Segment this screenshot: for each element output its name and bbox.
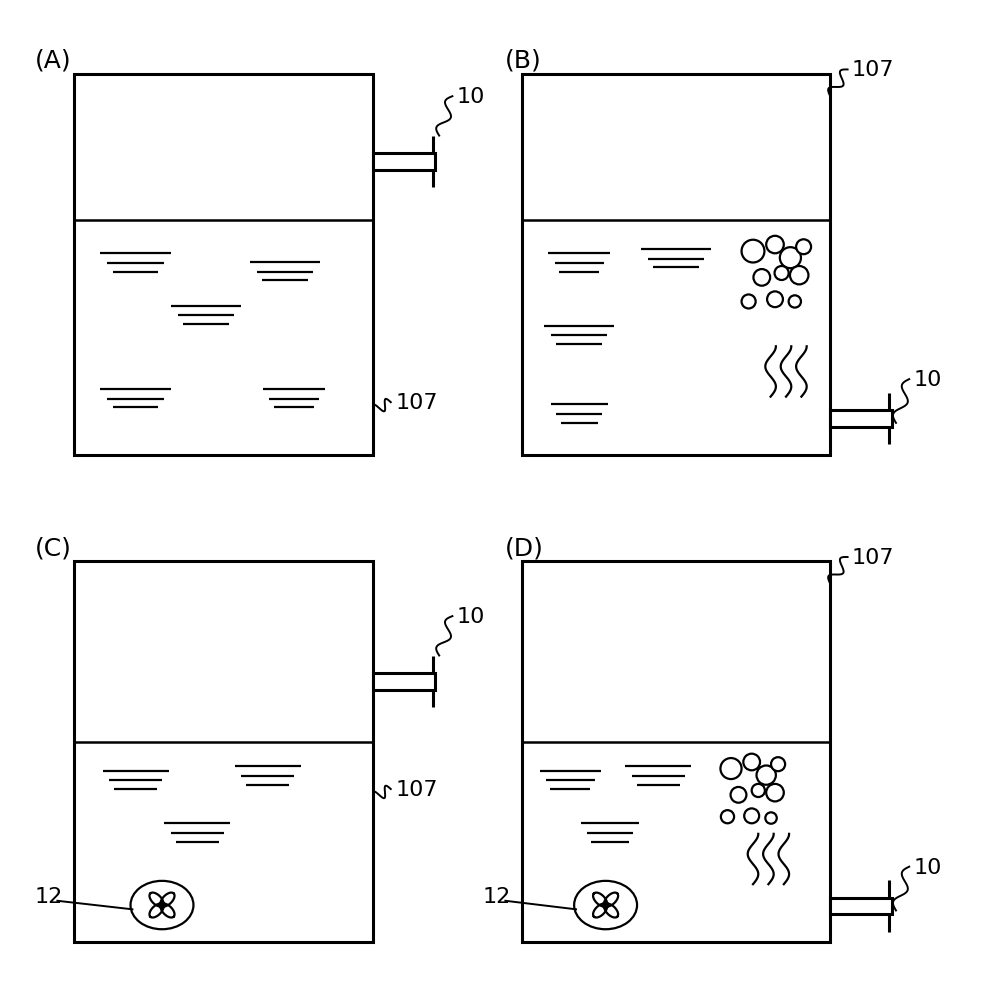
Circle shape	[742, 241, 764, 263]
Bar	[74, 75, 373, 455]
Circle shape	[603, 903, 608, 908]
Circle shape	[752, 784, 765, 797]
Circle shape	[775, 266, 789, 280]
Text: 10: 10	[457, 606, 485, 626]
Text: 107: 107	[852, 61, 895, 81]
Text: (B): (B)	[504, 49, 541, 73]
Circle shape	[796, 240, 811, 254]
Text: (D): (D)	[504, 536, 543, 560]
Text: 107: 107	[395, 779, 438, 799]
Ellipse shape	[131, 881, 193, 929]
Circle shape	[753, 269, 770, 286]
Text: 10: 10	[914, 370, 942, 390]
Bar	[522, 562, 830, 942]
Circle shape	[731, 787, 746, 803]
Circle shape	[721, 810, 734, 823]
Bar	[373, 673, 435, 690]
Text: 12: 12	[482, 887, 511, 907]
Bar	[830, 411, 892, 427]
Bar	[373, 154, 435, 171]
Text: 12: 12	[34, 887, 63, 907]
Circle shape	[742, 295, 756, 309]
Circle shape	[789, 296, 801, 308]
Circle shape	[767, 292, 783, 308]
Circle shape	[757, 765, 776, 785]
Circle shape	[743, 753, 760, 770]
Circle shape	[765, 812, 777, 824]
Ellipse shape	[574, 881, 637, 929]
Circle shape	[780, 248, 801, 269]
Circle shape	[790, 266, 808, 285]
Text: 107: 107	[395, 393, 438, 413]
Text: 107: 107	[852, 548, 895, 568]
Circle shape	[771, 757, 785, 771]
Text: 10: 10	[914, 857, 942, 877]
Bar	[830, 898, 892, 914]
Circle shape	[159, 903, 165, 908]
Circle shape	[766, 237, 784, 254]
Text: 10: 10	[457, 87, 485, 107]
Bar	[522, 75, 830, 455]
Bar	[74, 562, 373, 942]
Text: (A): (A)	[34, 49, 71, 73]
Text: (C): (C)	[34, 536, 71, 560]
Circle shape	[744, 808, 759, 823]
Circle shape	[720, 758, 742, 779]
Circle shape	[766, 784, 784, 801]
